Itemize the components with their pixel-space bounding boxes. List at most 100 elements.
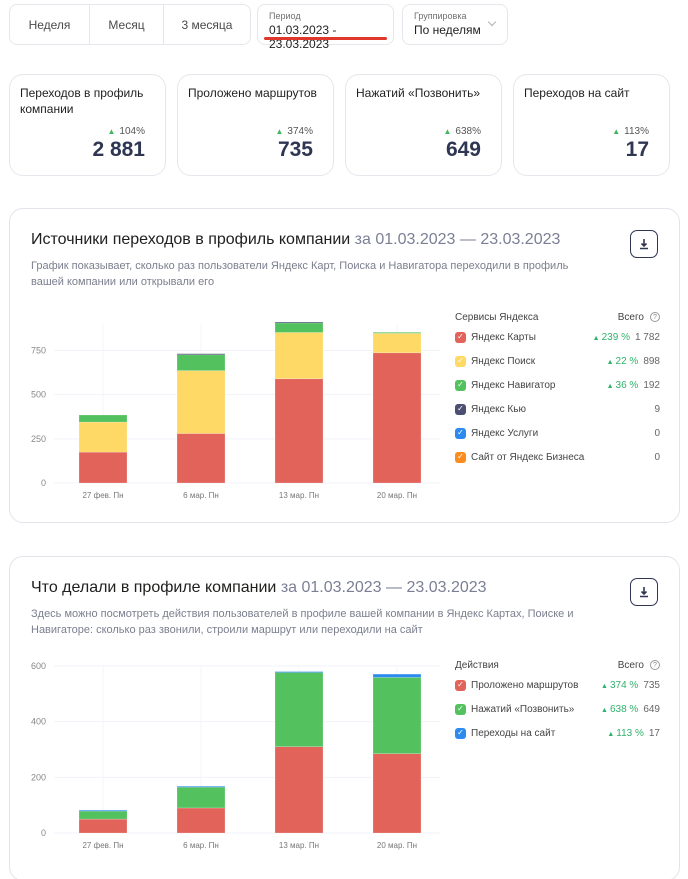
actions-legend: Действия Всего? ✓ Проложено маршрутов ▲ 374…	[455, 657, 660, 745]
bar-segment[interactable]	[78, 451, 128, 484]
bar-segment[interactable]	[274, 671, 324, 673]
bar-segment[interactable]	[372, 673, 422, 678]
legend-item[interactable]: ✓ Сайт от Яндекс Бизнеса 0	[455, 445, 660, 469]
metric-value: 649	[445, 138, 481, 161]
trend-up-icon: ▲	[275, 127, 284, 136]
legend-change: ▲ 113 %	[607, 728, 644, 739]
legend-item[interactable]: ✓ Яндекс Поиск ▲ 22 % 898	[455, 349, 660, 373]
legend-label: Яндекс Навигатор	[471, 379, 556, 391]
legend-total: 0	[654, 451, 660, 463]
legend-item[interactable]: ✓ Нажатий «Позвонить» ▲ 638 % 649	[455, 697, 660, 721]
sources-card: Источники переходов в профиль компании з…	[9, 208, 680, 523]
preset-3-months[interactable]: 3 месяца	[181, 17, 233, 32]
bar-segment[interactable]	[274, 746, 324, 834]
bar-segment[interactable]	[78, 810, 128, 820]
legend-item[interactable]: ✓ Яндекс Карты ▲ 239 % 1 782	[455, 325, 660, 349]
metric-card-site-visits: Переходов на сайт ▲ 113% 17	[513, 74, 670, 176]
legend-item[interactable]: ✓ Яндекс Кью 9	[455, 397, 660, 421]
metric-card-calls: Нажатий «Позвонить» ▲ 638% 649	[345, 74, 502, 176]
legend-header: Действия Всего?	[455, 657, 660, 673]
download-button[interactable]	[630, 578, 658, 606]
highlight-underline	[264, 37, 387, 40]
bar-segment[interactable]	[176, 433, 226, 484]
bar-segment[interactable]	[176, 370, 226, 434]
download-icon	[640, 239, 648, 250]
metric-title: Проложено маршрутов	[188, 86, 317, 100]
metric-value: 2 881	[92, 138, 145, 161]
actions-chart: 0 200 400 600 27 фев. Пн 6 мар. Пн 13 мар. Пн 2…	[31, 661, 440, 850]
period-presets: Неделя Месяц 3 месяца	[9, 4, 251, 45]
bar-segment[interactable]	[176, 354, 226, 371]
bar-segment[interactable]	[274, 671, 324, 748]
card-description: Здесь можно посмотреть действия пользова…	[31, 608, 574, 636]
bar-segment[interactable]	[176, 785, 226, 788]
metric-card-profile-visits: Переходов в профиль компании ▲ 104% 2 881	[9, 74, 166, 176]
card-title: Источники переходов в профиль компании з…	[31, 231, 561, 248]
checkbox-icon[interactable]: ✓	[455, 427, 466, 439]
checkbox-icon[interactable]: ✓	[455, 403, 466, 415]
legend-title: Действия	[455, 659, 499, 671]
bar-segment[interactable]	[372, 677, 422, 754]
legend-item[interactable]: ✓ Яндекс Услуги 0	[455, 421, 660, 445]
legend-change-value: 36 %	[615, 379, 639, 391]
legend-total: 1 782	[634, 331, 660, 343]
bar-segment[interactable]	[176, 786, 226, 809]
trend-up-icon: ▲	[606, 358, 614, 366]
bar-segment[interactable]	[78, 818, 128, 834]
bar-segment[interactable]	[274, 332, 324, 380]
checkbox-icon[interactable]: ✓	[455, 379, 466, 391]
y-tick-label: 400	[31, 717, 46, 727]
period-field[interactable]: Период 01.03.2023 - 23.03.2023	[257, 4, 394, 51]
metric-change-value: 113%	[624, 126, 649, 137]
y-tick-label: 200	[31, 772, 46, 782]
legend-change-value: 374 %	[609, 679, 639, 691]
bar-segment[interactable]	[372, 753, 422, 834]
legend-total: 898	[643, 355, 660, 367]
bar-segment[interactable]	[176, 353, 226, 356]
metric-title: Переходов на сайт	[524, 86, 630, 100]
bar-segment[interactable]	[274, 321, 324, 324]
legend-item[interactable]: ✓ Яндекс Навигатор ▲ 36 % 192	[455, 373, 660, 397]
checkbox-icon[interactable]: ✓	[455, 727, 466, 739]
bar-segment[interactable]	[372, 332, 422, 334]
help-icon[interactable]: ?	[650, 660, 660, 670]
help-icon[interactable]: ?	[650, 312, 660, 322]
legend-change-value: 239 %	[601, 331, 630, 343]
checkbox-icon[interactable]: ✓	[455, 451, 466, 463]
download-button[interactable]	[630, 230, 658, 258]
checkbox-icon[interactable]: ✓	[455, 331, 466, 343]
legend-total: 9	[654, 403, 660, 415]
legend-header: Сервисы Яндекса Всего?	[455, 309, 660, 325]
metric-change: ▲ 113%	[612, 126, 649, 137]
legend-label: Сайт от Яндекс Бизнеса	[471, 451, 585, 463]
metric-value: 17	[625, 138, 649, 161]
legend-item[interactable]: ✓ Проложено маршрутов ▲ 374 % 735	[455, 673, 660, 697]
checkbox-icon[interactable]: ✓	[455, 355, 466, 367]
legend-label: Переходы на сайт	[471, 727, 556, 739]
checkbox-icon[interactable]: ✓	[455, 703, 466, 715]
bar-segment[interactable]	[274, 378, 324, 484]
bar-segment[interactable]	[372, 352, 422, 484]
actions-card: Что делали в профиле компании за 01.03.2…	[9, 556, 680, 879]
card-title: Что делали в профиле компании за 01.03.2…	[31, 579, 487, 596]
legend-change-value: 638 %	[609, 703, 639, 715]
legend-label: Яндекс Поиск	[471, 355, 536, 367]
bar-segment[interactable]	[78, 809, 128, 812]
trend-up-icon: ▲	[592, 334, 600, 342]
legend-item[interactable]: ✓ Переходы на сайт ▲ 113 % 17	[455, 721, 660, 745]
bar-segment[interactable]	[78, 414, 128, 423]
y-tick-label: 250	[31, 434, 46, 444]
legend-total: 192	[643, 379, 660, 391]
bar-segment[interactable]	[78, 421, 128, 453]
bar-segment[interactable]	[176, 807, 226, 834]
grouping-select[interactable]: Группировка По неделям	[402, 4, 508, 45]
preset-month[interactable]: Месяц	[90, 5, 164, 44]
legend-change: ▲ 239 %	[593, 332, 630, 343]
bar-segment[interactable]	[372, 333, 422, 354]
metric-title: Нажатий «Позвонить»	[356, 86, 481, 100]
period-label: Период	[269, 11, 301, 21]
bar-segment[interactable]	[274, 322, 324, 333]
checkbox-icon[interactable]: ✓	[455, 679, 466, 691]
preset-week[interactable]: Неделя	[10, 5, 90, 44]
legend-change: ▲ 36 %	[607, 380, 639, 391]
